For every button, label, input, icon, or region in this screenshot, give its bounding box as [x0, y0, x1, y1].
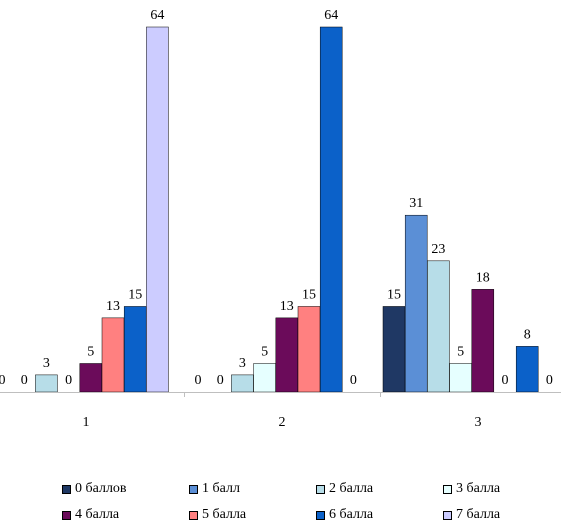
value-label-cat3-series3: 5: [457, 344, 464, 359]
legend-swatch-6: [316, 510, 325, 520]
legend-swatch-3: [443, 484, 452, 494]
value-label-cat1-series4: 5: [87, 344, 94, 359]
legend-label-2: 2 балла: [329, 481, 374, 496]
legend-item-5: 5 балла: [189, 506, 246, 524]
bar-cat2-series3: [253, 363, 276, 393]
bar-cat2-series5: [297, 306, 321, 393]
bar-cat3-series6: [515, 346, 539, 393]
bar-cat2-series2: [231, 374, 254, 393]
legend-swatch-0: [62, 484, 71, 494]
bar-cat1-series2: [35, 374, 58, 393]
value-label-cat3-series7: 0: [546, 373, 553, 388]
bar-cat2-series4: [275, 317, 299, 393]
value-label-cat1-series1: 0: [21, 373, 28, 388]
bar-cat1-series6: [123, 306, 147, 393]
value-label-cat1-series2: 3: [43, 356, 50, 371]
legend-item-2: 2 балла: [316, 480, 373, 498]
value-label-cat2-series0: 0: [195, 373, 202, 388]
legend-item-3: 3 балла: [443, 480, 500, 498]
legend-label-3: 3 балла: [456, 481, 501, 496]
value-label-cat2-series1: 0: [217, 373, 224, 388]
value-label-cat1-series0: 0: [0, 373, 6, 388]
legend: 0 баллов 1 балл 2 балла 3 балла 4 балла 5 бал…: [0, 478, 561, 527]
value-label-cat1-series3: 0: [65, 373, 72, 388]
bar-cat3-series4: [471, 289, 495, 393]
legend-swatch-2: [316, 484, 325, 494]
legend-item-1: 1 балл: [189, 480, 240, 498]
x-axis-tick-labels: 1 2 3: [83, 415, 482, 430]
value-label-cat1-series5: 13: [106, 299, 120, 314]
bar-cat1-series4: [79, 363, 103, 393]
bar-cat3-series2: [427, 260, 450, 393]
legend-label-0: 0 баллов: [75, 481, 127, 496]
value-label-cat3-series4: 18: [476, 270, 490, 285]
value-label-cat3-series5: 0: [502, 373, 509, 388]
legend-label-7: 7 балла: [456, 507, 501, 522]
legend-swatch-7: [443, 510, 452, 520]
x-axis-ticks: [184, 392, 381, 397]
category-label-3: 3: [475, 415, 482, 430]
category-label-1: 1: [83, 415, 90, 430]
legend-swatch-1: [189, 484, 198, 494]
legend-swatch-4: [62, 510, 71, 520]
legend-swatch-5: [189, 510, 198, 520]
value-label-cat2-series7: 0: [350, 373, 357, 388]
value-label-cat1-series6: 15: [128, 287, 142, 302]
value-label-cat2-series3: 5: [261, 344, 268, 359]
value-label-cat2-series4: 13: [280, 299, 294, 314]
legend-label-1: 1 балл: [202, 481, 240, 496]
value-label-cat2-series2: 3: [239, 356, 246, 371]
bars-layer: [35, 26, 539, 393]
legend-item-0: 0 баллов: [62, 480, 127, 498]
legend-label-4: 4 балла: [75, 507, 120, 522]
legend-label-5: 5 балла: [202, 507, 247, 522]
bar-cat1-series5: [101, 317, 125, 393]
bar-cat3-series0: [382, 306, 406, 393]
legend-label-6: 6 балла: [329, 507, 374, 522]
value-label-cat3-series2: 23: [431, 242, 445, 257]
value-label-cat3-series0: 15: [387, 287, 401, 302]
category-label-2: 2: [279, 415, 286, 430]
value-label-cat3-series1: 31: [409, 196, 423, 211]
bar-cat3-series3: [449, 363, 472, 393]
bar-cat1-series7: [146, 26, 169, 393]
value-label-cat3-series6: 8: [524, 327, 531, 342]
legend-item-6: 6 балла: [316, 506, 373, 524]
value-label-cat2-series5: 15: [302, 287, 316, 302]
bar-cat3-series1: [404, 214, 428, 393]
value-label-cat1-series7: 64: [150, 8, 164, 23]
legend-item-7: 7 балла: [443, 506, 500, 524]
legend-item-4: 4 балла: [62, 506, 119, 524]
value-label-cat2-series6: 64: [324, 8, 338, 23]
bar-cat2-series6: [319, 26, 343, 393]
